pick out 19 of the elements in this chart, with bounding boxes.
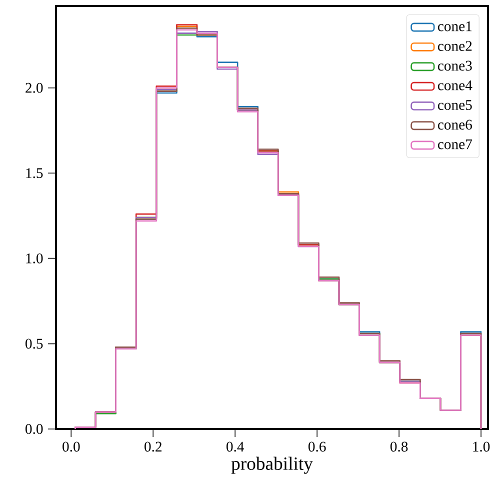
x-tick-label: 0.8 <box>390 442 408 452</box>
y-tick-label: 1.5 <box>26 168 43 178</box>
x-tick-label: 1.0 <box>473 442 490 452</box>
legend-label: cone1 <box>438 21 472 32</box>
legend-label: cone4 <box>438 80 472 90</box>
y-tick-label: 0.0 <box>26 424 43 434</box>
x-tick-label: 0.6 <box>308 442 326 452</box>
y-tick-label: 2.0 <box>26 82 43 93</box>
x-tick-label: 0.2 <box>144 442 162 452</box>
legend-label: cone3 <box>438 60 472 71</box>
legend-label: cone5 <box>438 100 472 110</box>
y-tick-label: 1.0 <box>26 253 43 264</box>
x-axis-title: probability <box>231 456 313 474</box>
legend-label: cone7 <box>438 139 472 150</box>
y-tick-label: 0.5 <box>26 338 43 349</box>
legend-label: cone2 <box>438 41 472 51</box>
legend-label: cone6 <box>438 120 472 130</box>
x-tick-label: 0.4 <box>226 442 244 452</box>
x-tick-label: 0.0 <box>62 442 80 452</box>
